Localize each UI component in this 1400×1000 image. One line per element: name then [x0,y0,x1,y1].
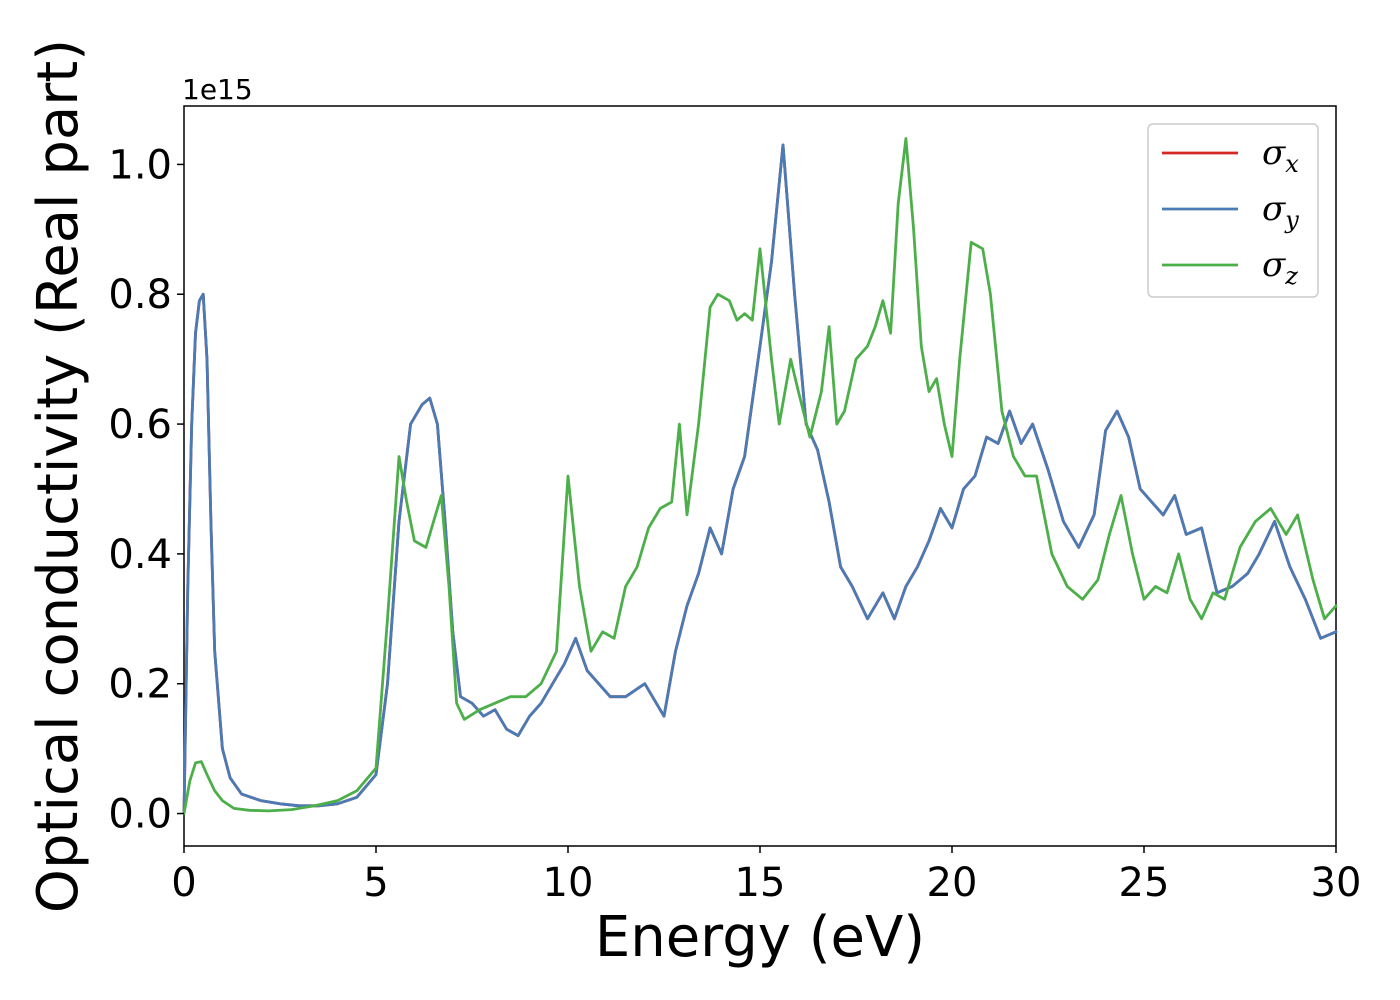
series-line-y [182,143,1338,815]
series-lines [182,137,1338,815]
y-axis-label: Optical conductivity (Real part) [26,39,91,913]
legend-subscript: y [1284,206,1299,234]
y-tick-label: 0.0 [108,792,172,838]
x-tick-label: 0 [171,860,196,906]
legend-box [1147,123,1319,298]
x-tick-label: 15 [735,860,786,906]
x-tick-label: 5 [363,860,388,906]
legend-subscript: z [1284,262,1298,290]
series-line-z [182,137,1338,815]
x-tick-label: 20 [927,860,978,906]
y-tick-label: 0.2 [108,662,172,708]
x-axis-label: Energy (eV) [595,905,925,970]
y-tick-label: 0.8 [108,272,172,318]
y-axis-ticks: 0.0 0.2 0.4 0.6 0.8 1.0 [108,142,184,838]
y-tick-label: 1.0 [108,142,172,188]
x-tick-label: 30 [1311,860,1362,906]
y-tick-label: 0.4 [108,532,172,578]
y-offset-text: 1e15 [182,73,253,106]
x-tick-label: 10 [543,860,594,906]
x-tick-label: 25 [1119,860,1170,906]
x-axis-ticks: 0 5 10 15 20 25 30 [171,846,1361,906]
legend-subscript: x [1285,150,1299,178]
y-tick-label: 0.6 [108,402,172,448]
